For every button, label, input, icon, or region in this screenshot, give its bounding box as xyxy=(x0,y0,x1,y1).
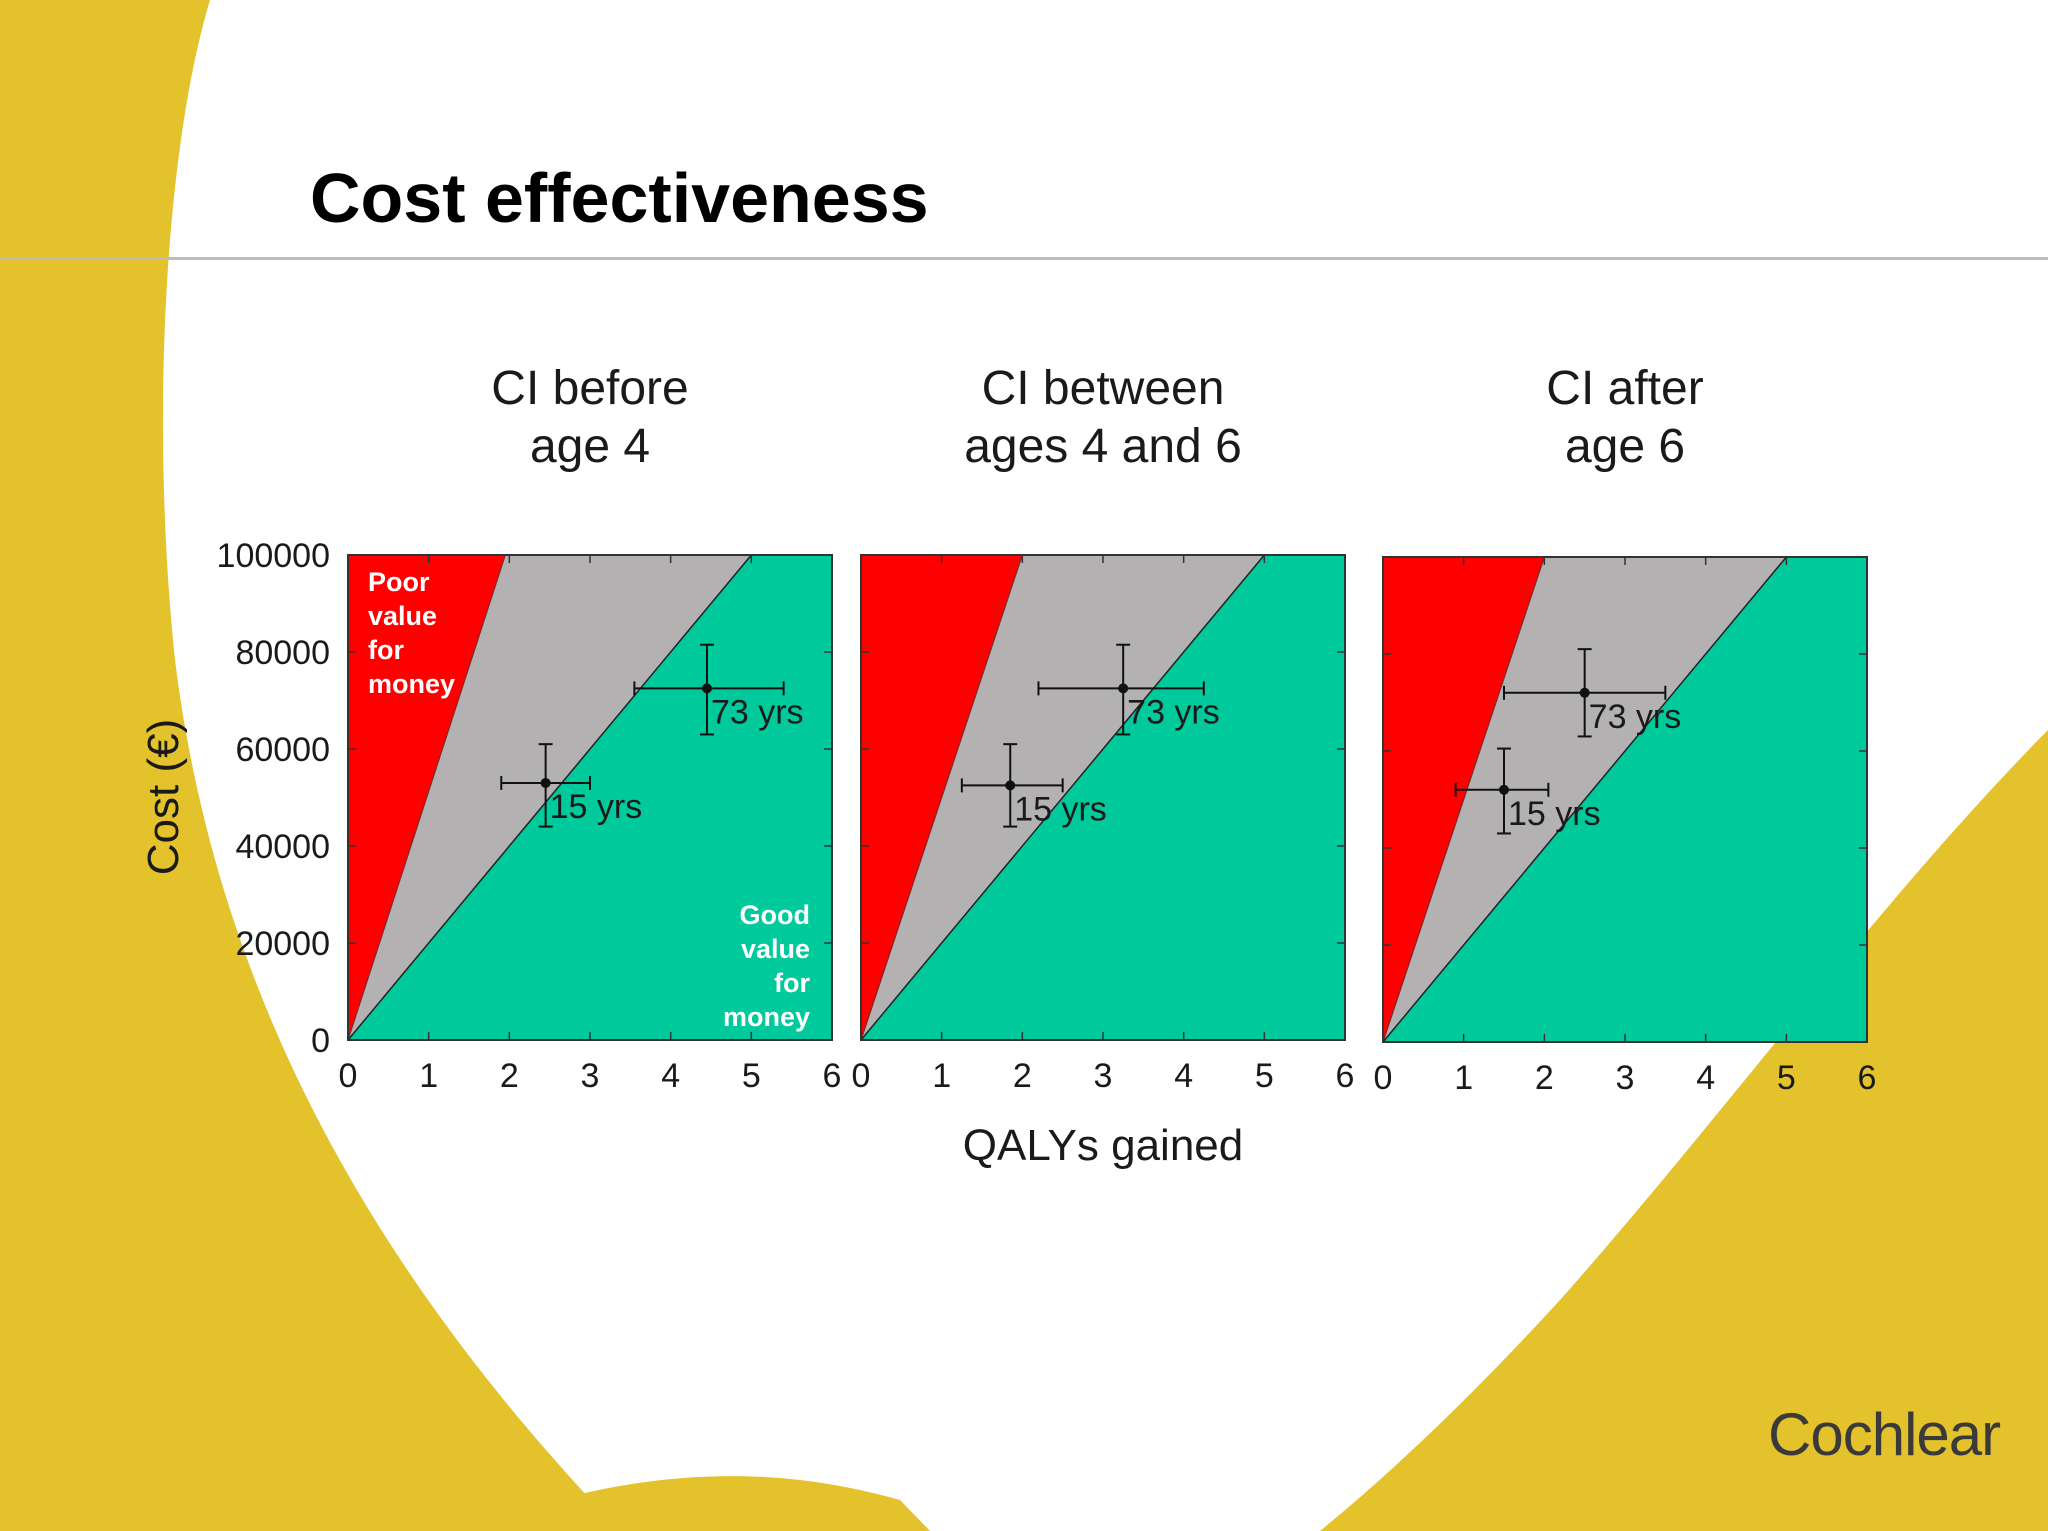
x-tick-label: 3 xyxy=(1094,1057,1113,1095)
swoosh-left xyxy=(0,0,620,1531)
good-value-label: Good xyxy=(740,900,810,930)
poor-value-label: for xyxy=(368,635,404,665)
chart-title-line: CI after xyxy=(1546,362,1703,415)
x-tick-label: 2 xyxy=(500,1057,519,1095)
data-point-label: 73 yrs xyxy=(711,693,804,731)
cochlear-logo-text: Cochlear xyxy=(1768,1401,2001,1468)
y-tick-label: 0 xyxy=(311,1022,330,1060)
x-tick-label: 2 xyxy=(1013,1057,1032,1095)
x-tick-label: 0 xyxy=(1374,1059,1393,1097)
x-tick-label: 3 xyxy=(1616,1059,1635,1097)
good-boundary-line xyxy=(860,554,1265,1041)
x-axis-label: QALYs gained xyxy=(963,1121,1243,1170)
y-axis-label: Cost (€) xyxy=(139,719,188,875)
poor-value-label: money xyxy=(368,669,455,699)
x-tick-label: 5 xyxy=(1777,1059,1796,1097)
good-value-region xyxy=(861,555,1345,1040)
data-point xyxy=(1499,784,1509,795)
data-point-label: 15 yrs xyxy=(1508,795,1601,833)
poor-value-label: Poor xyxy=(368,567,430,597)
data-point-label: 15 yrs xyxy=(1014,790,1107,828)
x-tick-label: 1 xyxy=(1454,1059,1473,1097)
y-tick-label: 100000 xyxy=(217,537,330,575)
x-tick-label: 0 xyxy=(339,1057,358,1095)
data-point xyxy=(1579,687,1590,698)
y-tick-label: 20000 xyxy=(235,925,330,963)
x-tick-label: 5 xyxy=(1255,1057,1274,1095)
chart-title-line: CI between xyxy=(982,362,1225,415)
data-point-label: 15 yrs xyxy=(550,788,643,826)
data-point xyxy=(701,683,712,694)
title-divider xyxy=(0,257,2048,260)
x-tick-label: 4 xyxy=(1696,1059,1715,1097)
data-point-label: 73 yrs xyxy=(1127,693,1220,731)
good-boundary-line xyxy=(1382,556,1787,1043)
x-tick-label: 5 xyxy=(742,1057,761,1095)
y-tick-label: 60000 xyxy=(235,731,330,769)
x-tick-label: 4 xyxy=(1174,1057,1193,1095)
good-value-label: money xyxy=(723,1002,810,1032)
poor-value-label: value xyxy=(368,601,437,631)
x-tick-label: 0 xyxy=(852,1057,871,1095)
y-tick-label: 80000 xyxy=(235,634,330,672)
x-tick-label: 3 xyxy=(581,1057,600,1095)
good-value-region xyxy=(1383,557,1867,1042)
chart-title-line: ages 4 and 6 xyxy=(964,420,1242,473)
swoosh-right xyxy=(1320,730,2048,1531)
data-point-label: 73 yrs xyxy=(1589,698,1682,736)
good-value-region xyxy=(348,555,832,1040)
chart-title-line: CI before xyxy=(491,362,688,415)
chart-panel-1: 0 1 2 3 4 5 6 0 20000 40000 60000 80000 100000 CI bef… xyxy=(217,362,842,1095)
cochlear-logo-icon xyxy=(1802,1231,1997,1395)
poor-boundary-line xyxy=(1382,556,1545,1043)
chart-title-line: age 6 xyxy=(1565,420,1685,473)
poor-boundary-line xyxy=(860,554,1023,1041)
good-boundary-line xyxy=(347,554,752,1041)
x-tick-label: 6 xyxy=(823,1057,842,1095)
data-point xyxy=(1118,683,1129,694)
good-value-label: value xyxy=(741,934,810,964)
y-tick-label: 40000 xyxy=(235,828,330,866)
x-tick-label: 2 xyxy=(1535,1059,1554,1097)
x-tick-label: 6 xyxy=(1858,1059,1877,1097)
poor-boundary-line xyxy=(347,554,506,1041)
data-point xyxy=(1005,780,1016,791)
good-value-label: for xyxy=(774,968,810,998)
x-tick-label: 1 xyxy=(419,1057,438,1095)
x-tick-label: 4 xyxy=(661,1057,680,1095)
data-point xyxy=(540,777,551,788)
swoosh-bottom xyxy=(460,1476,930,1531)
chart-title-line: age 4 xyxy=(530,420,650,473)
slide-title: Cost effectiveness xyxy=(310,159,929,237)
x-tick-label: 1 xyxy=(932,1057,951,1095)
x-tick-label: 6 xyxy=(1336,1057,1355,1095)
